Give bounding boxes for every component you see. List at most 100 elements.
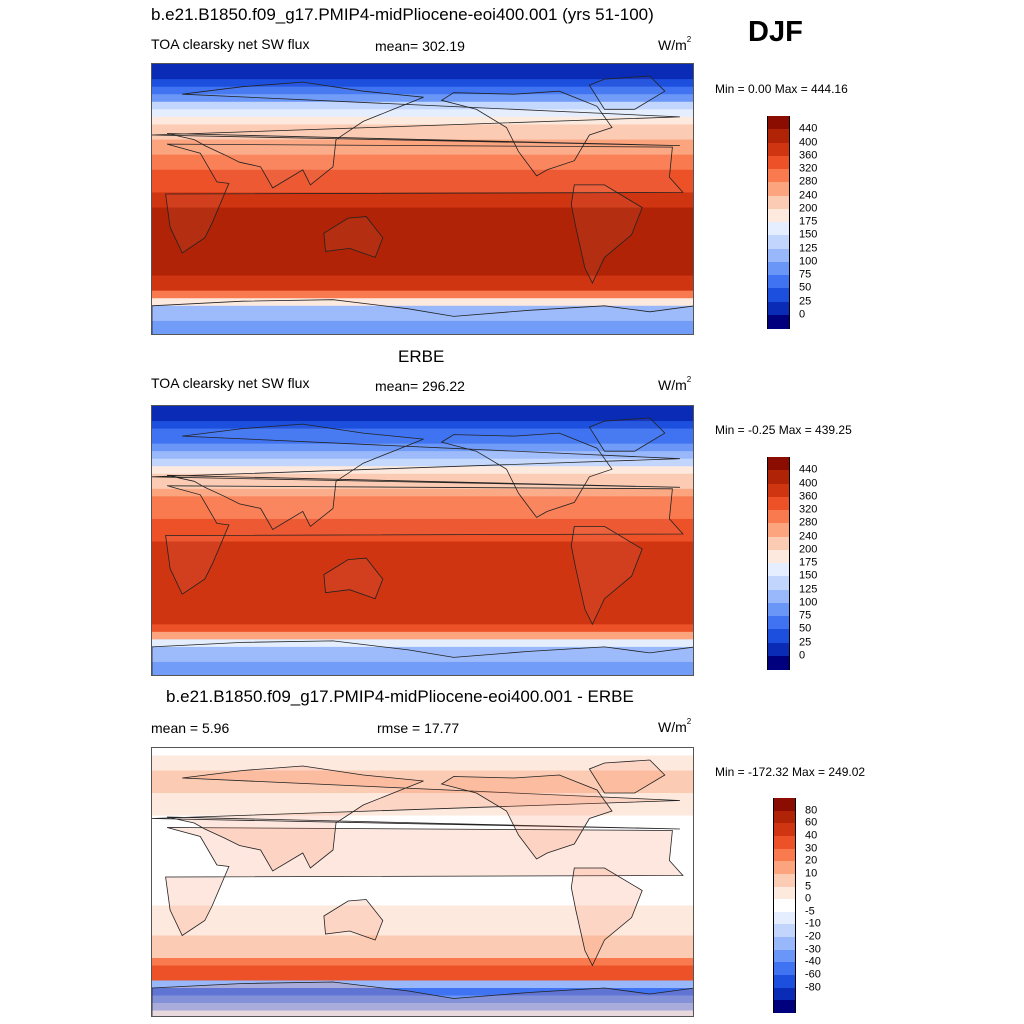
colorbar-tick-label: 320	[799, 162, 818, 175]
map-latitude-band	[152, 436, 693, 445]
map-latitude-band	[152, 875, 693, 884]
map-latitude-band	[152, 800, 693, 809]
colorbar-swatch	[767, 602, 790, 617]
colorbar-swatch	[767, 195, 790, 210]
colorbar-swatch	[767, 510, 790, 524]
colorbar-swatch	[773, 835, 796, 850]
colorbar-swatch	[773, 975, 796, 989]
continent-outline	[323, 216, 384, 258]
colorbar-swatch	[773, 886, 796, 900]
map-latitude-band	[152, 808, 693, 817]
colorbar-swatch	[767, 576, 790, 590]
colorbar-tick-label: 320	[799, 503, 818, 516]
colorbar-swatch	[773, 911, 796, 925]
colorbar-tick-label: 50	[799, 281, 812, 294]
map-latitude-band	[152, 305, 693, 314]
map-latitude-band	[152, 928, 693, 937]
panel-1-colorbar: 440 400 360 320 280 240 200 175 150 125 100 75 50 25 0	[767, 116, 847, 329]
colorbar-tick-label: 200	[799, 202, 818, 215]
map-latitude-band	[152, 451, 693, 460]
map-latitude-band	[152, 838, 693, 847]
map-latitude-band	[152, 890, 693, 899]
map-latitude-band	[152, 101, 693, 110]
map-latitude-band	[152, 109, 693, 118]
colorbar-swatch	[773, 924, 796, 938]
colorbar-tick-label: 200	[799, 543, 818, 556]
colorbar-swatch	[773, 798, 796, 812]
panel-1-mean: mean= 302.19	[375, 38, 465, 54]
map-latitude-band	[152, 177, 693, 186]
continent-outline	[440, 774, 613, 860]
map-latitude-band	[152, 564, 693, 573]
panel-3-title: b.e21.B1850.f09_g17.PMIP4-midPliocene-eo…	[166, 687, 634, 706]
map-latitude-band	[152, 184, 693, 194]
colorbar-swatch	[767, 314, 790, 329]
colorbar-tick-label: 75	[799, 609, 812, 622]
map-latitude-band	[152, 935, 693, 944]
colorbar-tick-label: 30	[805, 842, 818, 855]
panel-2-unit: W/m2	[658, 375, 692, 393]
colorbar-tick-label: 400	[799, 477, 818, 489]
map-latitude-band	[152, 458, 693, 467]
colorbar-swatch	[767, 235, 790, 249]
continent-outline	[152, 81, 680, 189]
colorbar-swatch	[773, 861, 796, 875]
colorbar-swatch	[773, 810, 796, 824]
map-latitude-band	[152, 488, 693, 497]
map-latitude-band	[152, 988, 693, 997]
map-latitude-band	[152, 586, 693, 595]
map-latitude-band	[152, 526, 693, 535]
continent-outline	[323, 557, 384, 600]
map-latitude-band	[152, 268, 693, 277]
colorbar-swatch	[767, 655, 790, 670]
colorbar-tick-label: 240	[799, 189, 818, 201]
map-latitude-band	[152, 290, 693, 299]
panel-1-map	[151, 63, 694, 335]
colorbar-swatch	[767, 182, 790, 196]
colorbar-tick-label: 150	[799, 569, 818, 582]
colorbar-swatch	[767, 642, 790, 657]
colorbar-swatch	[767, 536, 790, 551]
colorbar-swatch	[767, 301, 790, 316]
map-latitude-band	[152, 413, 693, 422]
colorbar-tick-label: 280	[799, 516, 818, 529]
map-latitude-band	[152, 260, 693, 269]
colorbar-tick-label: 400	[799, 136, 818, 148]
colorbar-swatch	[773, 899, 796, 913]
map-latitude-band	[152, 215, 693, 224]
colorbar-swatch	[767, 549, 790, 564]
map-latitude-band	[152, 853, 693, 862]
colorbar-tick-label: -40	[805, 955, 821, 968]
map-latitude-band	[152, 421, 693, 430]
panel-1-field-label: TOA clearsky net SW flux	[151, 36, 310, 52]
map-latitude-band	[152, 64, 693, 73]
colorbar-swatch	[767, 629, 790, 643]
colorbar-tick-label: 100	[799, 596, 818, 609]
map-latitude-band	[152, 313, 693, 322]
map-latitude-band	[152, 995, 693, 1004]
map-latitude-band	[152, 511, 693, 520]
continent-outline	[152, 981, 693, 1016]
panel-2-map	[151, 405, 694, 676]
map-latitude-band	[152, 298, 693, 307]
colorbar-swatch	[773, 987, 796, 1001]
map-latitude-band	[152, 950, 693, 959]
map-latitude-band	[152, 616, 693, 625]
map-latitude-band	[152, 541, 693, 550]
map-latitude-band	[152, 639, 693, 648]
continent-outline	[440, 90, 613, 177]
continent-outline	[165, 827, 684, 937]
colorbar-swatch	[767, 129, 790, 143]
map-latitude-band	[152, 755, 693, 764]
continent-outline	[588, 75, 666, 110]
map-latitude-band	[152, 283, 693, 292]
continent-outline	[570, 184, 643, 285]
panel-3-map-svg	[152, 748, 693, 1016]
colorbar-tick-label: 20	[805, 854, 818, 867]
map-latitude-band	[152, 609, 693, 618]
continent-outline	[152, 765, 680, 872]
colorbar-swatch	[767, 523, 790, 537]
map-latitude-band	[152, 778, 693, 787]
map-latitude-band	[152, 913, 693, 922]
map-latitude-band	[152, 406, 693, 415]
